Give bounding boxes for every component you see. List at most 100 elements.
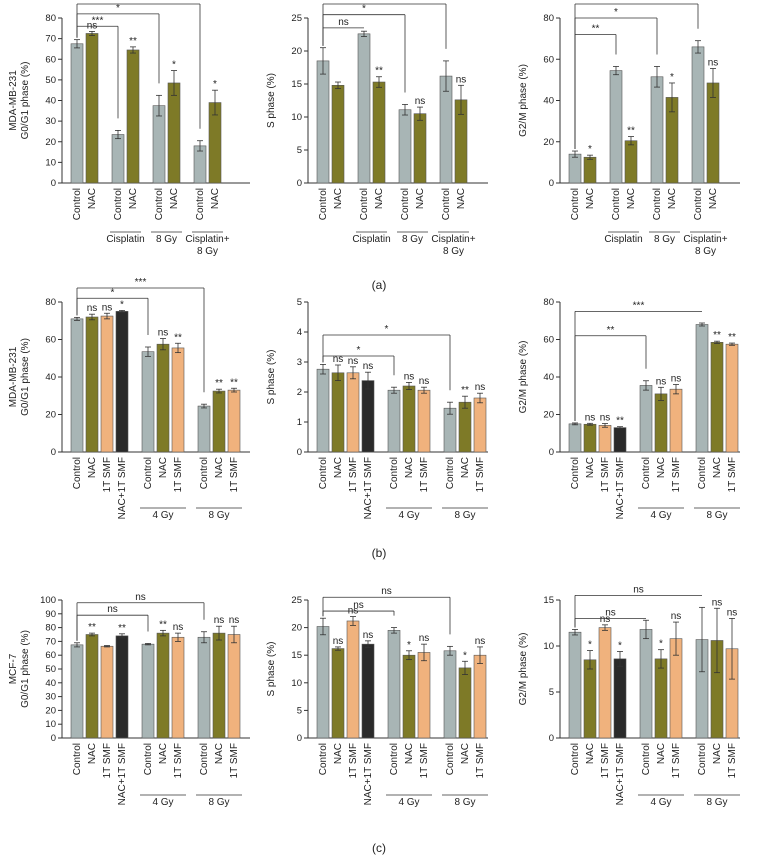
bar bbox=[583, 156, 597, 184]
significance-label: ** bbox=[627, 126, 635, 137]
bar bbox=[156, 343, 170, 453]
group-label: 4 Gy bbox=[398, 510, 419, 521]
y-tick-label: 0 bbox=[297, 447, 302, 458]
significance-label: * bbox=[659, 639, 663, 650]
y-tick-label: 40 bbox=[45, 96, 56, 107]
y-axis-label: G0/G1 phase (%) bbox=[20, 338, 31, 416]
significance-label: * bbox=[172, 60, 176, 71]
category-label: NAC bbox=[333, 743, 344, 764]
y-axis-label: G0/G1 phase (%) bbox=[20, 630, 31, 708]
bar bbox=[710, 342, 724, 453]
y-tick-label: 30 bbox=[45, 692, 56, 703]
chart-c3: 0 5 10 15 G2/M phase (%) Control * NAC ns 1T SMF *… bbox=[518, 584, 740, 808]
y-tick-label: 20 bbox=[291, 46, 302, 57]
category-label: NAC bbox=[626, 188, 637, 209]
chart-b2: 0 1 2 3 4 5 S phase (%) Control ns NAC ns 1T SMF ns N… bbox=[266, 297, 488, 521]
comparison-label: * bbox=[383, 0, 387, 4]
category-label: 1T SMF bbox=[102, 743, 113, 778]
significance-label: ns bbox=[363, 630, 374, 641]
bar bbox=[417, 652, 431, 739]
bar bbox=[316, 626, 330, 739]
y-axis-label: G2/M phase (%) bbox=[518, 633, 529, 706]
category-label: Control bbox=[72, 457, 83, 489]
group-label: 8 Gy bbox=[454, 510, 475, 521]
panel-label-a: (a) bbox=[372, 278, 387, 292]
group-label: 4 Gy bbox=[398, 797, 419, 808]
bar bbox=[639, 629, 653, 739]
category-label: Control bbox=[400, 188, 411, 220]
category-label: 1T SMF bbox=[229, 743, 240, 778]
bar bbox=[85, 33, 99, 184]
y-tick-label: 0 bbox=[51, 178, 56, 189]
bar bbox=[152, 105, 166, 184]
significance-label: ns bbox=[419, 633, 430, 644]
category-label: NAC+1T SMF bbox=[117, 743, 128, 805]
y-tick-label: 0 bbox=[549, 178, 554, 189]
significance-label: ns bbox=[712, 597, 723, 608]
y-axis-label: MDA-MB-231 bbox=[8, 70, 19, 131]
y-tick-label: 40 bbox=[543, 96, 554, 107]
category-label: 1T SMF bbox=[600, 743, 611, 778]
bar bbox=[654, 393, 668, 453]
y-tick-label: 30 bbox=[45, 116, 56, 127]
bar bbox=[316, 368, 330, 453]
y-tick-label: 0 bbox=[549, 733, 554, 744]
comparison-label: ns bbox=[107, 604, 118, 615]
group-label: 8 Gy bbox=[695, 246, 716, 257]
bar bbox=[413, 113, 427, 184]
category-label: Control bbox=[441, 188, 452, 220]
category-label: Control bbox=[113, 188, 124, 220]
category-label: NAC bbox=[585, 188, 596, 209]
significance-label: * bbox=[588, 640, 592, 651]
bar bbox=[111, 134, 125, 184]
significance-label: ** bbox=[713, 330, 721, 341]
category-label: NAC bbox=[87, 743, 98, 764]
bar bbox=[458, 667, 472, 739]
significance-label: ns bbox=[600, 413, 611, 424]
bar bbox=[227, 634, 241, 739]
y-tick-label: 60 bbox=[45, 335, 56, 346]
bar bbox=[624, 140, 638, 184]
y-tick-label: 50 bbox=[45, 75, 56, 86]
category-label: NAC bbox=[656, 457, 667, 478]
category-label: NAC bbox=[87, 457, 98, 478]
bar bbox=[316, 60, 330, 184]
y-tick-label: 60 bbox=[45, 54, 56, 65]
significance-label: ns bbox=[229, 615, 240, 626]
group-label: 4 Gy bbox=[650, 797, 671, 808]
comparison-label: * bbox=[357, 345, 361, 356]
comparison-label: ns bbox=[381, 586, 392, 597]
significance-label: ** bbox=[728, 332, 736, 343]
category-label: NAC bbox=[333, 457, 344, 478]
y-tick-label: 40 bbox=[45, 678, 56, 689]
category-label: Control bbox=[154, 188, 165, 220]
category-label: 1T SMF bbox=[348, 457, 359, 492]
bar bbox=[443, 407, 457, 453]
category-label: NAC bbox=[158, 457, 169, 478]
bar bbox=[357, 33, 371, 184]
y-axis-label: MDA-MB-231 bbox=[8, 346, 19, 407]
category-label: Control bbox=[318, 188, 329, 220]
comparison-label: ** bbox=[607, 325, 615, 336]
y-tick-label: 2 bbox=[297, 387, 302, 398]
category-label: Control bbox=[641, 457, 652, 489]
bar bbox=[443, 650, 457, 739]
significance-label: ** bbox=[118, 623, 126, 634]
category-label: Control bbox=[445, 743, 456, 775]
significance-label: ns bbox=[87, 303, 98, 314]
y-tick-label: 70 bbox=[45, 636, 56, 647]
significance-label: * bbox=[213, 79, 217, 90]
group-label: Cisplatin+ bbox=[683, 234, 727, 245]
significance-label: ** bbox=[129, 36, 137, 47]
bar bbox=[402, 385, 416, 453]
significance-label: ** bbox=[616, 416, 624, 427]
category-label: NAC+1T SMF bbox=[363, 743, 374, 805]
bar bbox=[669, 388, 683, 453]
y-tick-label: 20 bbox=[45, 137, 56, 148]
group-label: 8 Gy bbox=[443, 246, 464, 257]
comparison-label: ** bbox=[633, 0, 641, 4]
category-label: 1T SMF bbox=[727, 743, 738, 778]
